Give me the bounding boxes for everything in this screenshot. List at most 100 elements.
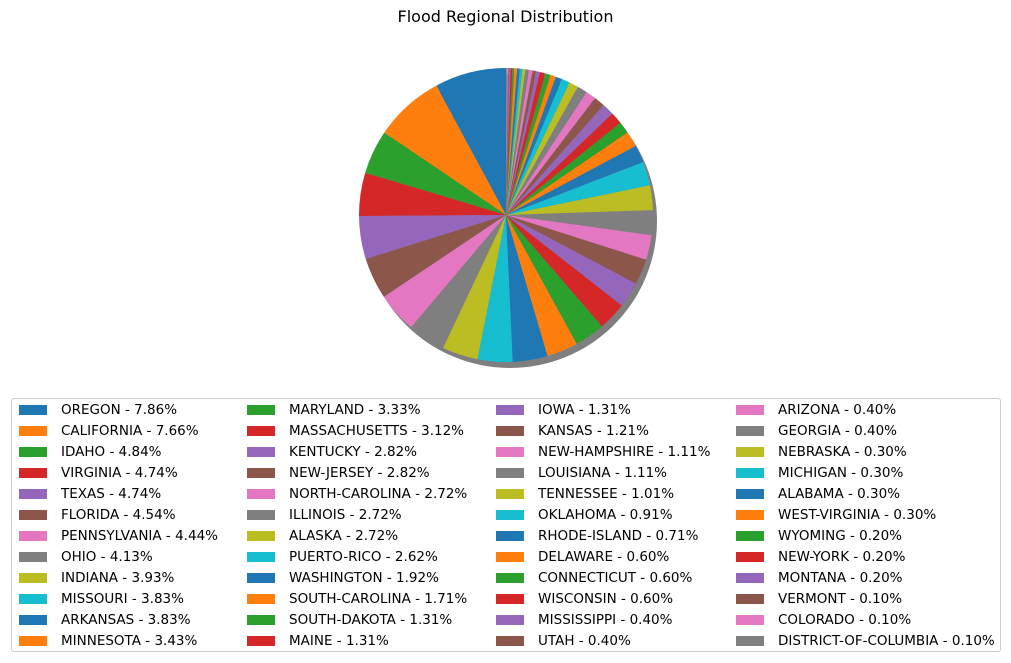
legend-label: MICHIGAN - 0.30% [778, 465, 904, 481]
pie-slice [506, 68, 511, 215]
legend-label: NEW-HAMPSHIRE - 1.11% [538, 444, 711, 460]
pie-slice [506, 215, 622, 327]
legend-swatch [736, 510, 764, 520]
legend-label: WEST-VIRGINIA - 0.30% [778, 507, 937, 523]
pie-slice [365, 132, 506, 215]
pie-slice [506, 68, 508, 216]
legend-swatch [496, 594, 524, 604]
legend-swatch [736, 573, 764, 583]
legend-swatch [19, 426, 47, 436]
pie-slice [506, 215, 652, 260]
legend-swatch [496, 447, 524, 457]
pie-slice [506, 68, 523, 215]
legend-label: ALASKA - 2.72% [289, 528, 399, 544]
pie-slice [506, 185, 653, 215]
legend-label: ARKANSAS - 3.83% [61, 612, 191, 628]
pie-slice [383, 215, 506, 328]
legend-label: OHIO - 4.13% [61, 549, 153, 565]
pie-slice [506, 68, 513, 215]
legend-swatch [247, 468, 275, 478]
pie-slice [506, 215, 647, 284]
legend-label: NEBRASKA - 0.30% [778, 444, 907, 460]
legend-label: NEW-JERSEY - 2.82% [289, 465, 430, 481]
legend-swatch [19, 447, 47, 457]
pie-slice [506, 161, 650, 215]
legend-label: VIRGINIA - 4.74% [61, 465, 178, 481]
pie-slice [506, 74, 556, 215]
pie-slice [506, 92, 596, 215]
legend-swatch [247, 552, 275, 562]
pie-chart [359, 68, 657, 368]
legend-swatch [247, 573, 275, 583]
pie-slice [506, 68, 518, 215]
legend-swatch [736, 594, 764, 604]
legend-swatch [247, 447, 275, 457]
legend-swatch [247, 594, 275, 604]
legend-label: KANSAS - 1.21% [538, 423, 649, 439]
pie-slice [384, 85, 506, 215]
pie-slice [506, 86, 587, 215]
pie-slice [506, 215, 602, 344]
legend-label: OKLAHOMA - 0.91% [538, 507, 673, 523]
pie-slice [506, 215, 577, 357]
pie-slice [506, 71, 540, 215]
pie-slice [506, 76, 562, 216]
legend-label: NORTH-CAROLINA - 2.72% [289, 486, 468, 502]
pie-slice [477, 215, 513, 362]
legend-label: TEXAS - 4.74% [61, 486, 162, 502]
legend-label: IDAHO - 4.84% [61, 444, 162, 460]
legend-label: COLORADO - 0.10% [778, 612, 912, 628]
pie-slice [506, 69, 533, 215]
legend-label: MAINE - 1.31% [289, 633, 389, 649]
legend-swatch [736, 615, 764, 625]
legend-swatch [736, 468, 764, 478]
legend-swatch [247, 636, 275, 646]
legend-swatch [736, 489, 764, 499]
legend-label: MISSISSIPPI - 0.40% [538, 612, 673, 628]
legend-label: SOUTH-DAKOTA - 1.31% [289, 612, 453, 628]
pie-slice [436, 68, 506, 215]
legend-swatch [736, 531, 764, 541]
pie-slice [506, 105, 613, 215]
legend-label: INDIANA - 3.93% [61, 570, 175, 586]
legend-label: WYOMING - 0.20% [778, 528, 903, 544]
legend-swatch [736, 447, 764, 457]
pie-slice [506, 215, 636, 306]
pie-slice [506, 113, 621, 215]
legend-swatch [19, 405, 47, 415]
legend-label: NEW-YORK - 0.20% [778, 549, 906, 565]
legend-label: SOUTH-CAROLINA - 1.71% [289, 591, 468, 607]
pie-slice [506, 69, 530, 216]
pie-slice [506, 68, 509, 216]
legend-label: KENTUCKY - 2.82% [289, 444, 417, 460]
pie-slice [359, 172, 506, 217]
legend-label: VERMONT - 0.10% [778, 591, 903, 607]
legend-label: WISCONSIN - 0.60% [538, 591, 674, 607]
chart-title: Flood Regional Distribution [397, 7, 614, 26]
legend-swatch [496, 615, 524, 625]
legend-swatch [19, 573, 47, 583]
legend-swatch [19, 636, 47, 646]
legend-label: CALIFORNIA - 7.66% [61, 423, 199, 439]
legend-swatch [247, 426, 275, 436]
legend-label: MISSOURI - 3.83% [61, 591, 184, 607]
pie-slice [506, 215, 548, 362]
pie-slice [506, 73, 551, 215]
legend-swatch [247, 531, 275, 541]
pie-slice [506, 132, 636, 215]
legend-swatch [496, 531, 524, 541]
legend-swatch [19, 531, 47, 541]
legend-swatch [496, 468, 524, 478]
legend-swatch [19, 489, 47, 499]
legend-label: MASSACHUSETTS - 3.12% [289, 423, 464, 439]
legend-label: DISTRICT-OF-COLUMBIA - 0.10% [778, 633, 995, 649]
legend-swatch [496, 510, 524, 520]
pie-slice [506, 122, 628, 215]
legend-label: LOUISIANA - 1.11% [538, 465, 667, 481]
legend-swatch [496, 489, 524, 499]
pie-slice [506, 98, 604, 215]
legend-label: UTAH - 0.40% [538, 633, 631, 649]
pie-slice [411, 215, 506, 348]
pie-slice [506, 210, 653, 236]
pie-slice [365, 215, 506, 297]
